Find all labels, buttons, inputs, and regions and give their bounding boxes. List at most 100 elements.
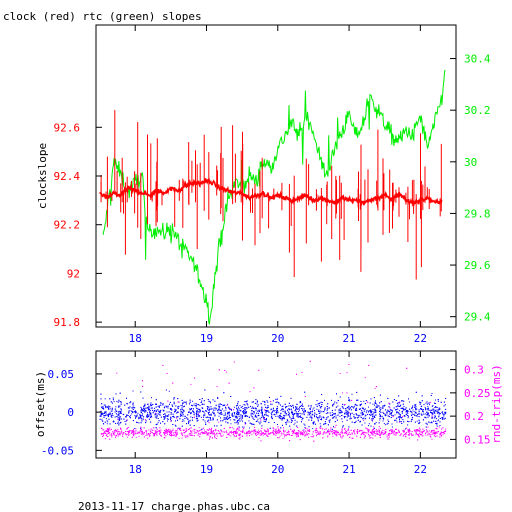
offset-point (346, 410, 348, 412)
rndtrip-point (398, 431, 400, 432)
offset-point (349, 409, 351, 411)
offset-point (158, 410, 160, 412)
rndtrip-point (315, 431, 317, 433)
rndtrip-point (408, 437, 410, 439)
offset-point (388, 421, 390, 422)
rndtrip-point (150, 430, 152, 432)
offset-point (276, 406, 278, 408)
offset-point (313, 414, 315, 416)
offset-point (264, 410, 266, 411)
rndtrip-point (264, 429, 266, 431)
rndtrip-point (208, 422, 210, 424)
offset-point (162, 404, 164, 406)
offset-point (193, 403, 195, 405)
offset-point (198, 404, 200, 406)
offset-point (336, 402, 338, 404)
offset-point (262, 400, 264, 402)
offset-point (438, 416, 440, 418)
rndtrip-point (170, 420, 172, 422)
rndtrip-point (123, 432, 125, 434)
offset-point (159, 405, 160, 407)
offset-point (427, 408, 429, 410)
offset-point (370, 414, 372, 416)
offset-point (120, 418, 122, 420)
rndtrip-point (376, 433, 377, 435)
rndtrip-point (136, 433, 138, 435)
offset-point (216, 419, 218, 421)
rndtrip-point (192, 434, 194, 436)
offset-point (195, 418, 197, 420)
offset-point (256, 401, 258, 403)
rndtrip-point (293, 430, 294, 432)
offset-point (308, 419, 310, 421)
offset-point (175, 405, 177, 407)
rndtrip-point (372, 430, 374, 432)
offset-point (120, 421, 122, 423)
rndtrip-point (341, 437, 343, 439)
offset-point (117, 411, 119, 413)
rndtrip-point (223, 427, 225, 429)
offset-point (349, 408, 351, 409)
offset-point (213, 407, 215, 409)
offset-point (417, 414, 419, 415)
offset-point (240, 416, 242, 418)
offset-point (351, 412, 353, 414)
rndtrip-point (172, 434, 174, 436)
rndtrip-point (349, 412, 351, 414)
rndtrip-point (183, 432, 185, 434)
rndtrip-point (378, 430, 380, 431)
offset-point (128, 412, 130, 414)
offset-point (313, 422, 315, 424)
offset-point (277, 424, 278, 425)
offset-point (361, 414, 363, 416)
offset-point (272, 400, 274, 402)
offset-point (167, 407, 169, 409)
offset-point (275, 416, 277, 417)
rndtrip-point (272, 432, 274, 433)
offset-point (193, 425, 195, 427)
offset-point (245, 415, 247, 417)
offset-point (162, 409, 164, 411)
offset-point (190, 412, 192, 414)
offset-point (167, 418, 169, 420)
offset-point (290, 421, 292, 423)
rndtrip-point (327, 431, 329, 433)
offset-point (180, 414, 182, 416)
offset-point (228, 412, 230, 414)
rndtrip-point (122, 432, 124, 434)
rndtrip-point (398, 431, 400, 433)
offset-point (110, 415, 112, 417)
rndtrip-point (284, 436, 286, 438)
rndtrip-point (229, 431, 231, 433)
rndtrip-point (159, 427, 161, 429)
offset-point (379, 417, 381, 419)
rndtrip-point (238, 434, 240, 436)
rndtrip-point (133, 431, 135, 433)
rndtrip-point (230, 430, 232, 432)
offset-point (146, 415, 148, 417)
offset-point (378, 422, 380, 424)
offset-point (372, 413, 374, 415)
rndtrip-point (351, 433, 353, 435)
offset-point (291, 405, 292, 407)
offset-point (114, 411, 116, 413)
offset-point (140, 416, 142, 418)
offset-point (204, 413, 206, 415)
offset-point (346, 419, 348, 421)
offset-point (285, 423, 287, 425)
rndtrip-point (379, 434, 380, 436)
offset-point (203, 400, 205, 402)
offset-point (207, 412, 209, 414)
rndtrip-point (216, 386, 218, 387)
offset-point (341, 415, 343, 416)
rndtrip-point (255, 432, 256, 434)
offset-point (431, 417, 433, 419)
rndtrip-point (195, 431, 197, 433)
rndtrip-point (181, 432, 183, 434)
rndtrip-point (431, 438, 433, 440)
offset-point (312, 422, 314, 424)
offset-point (359, 408, 361, 410)
rndtrip-point (184, 435, 186, 437)
offset-point (357, 419, 359, 421)
offset-point (141, 409, 143, 411)
